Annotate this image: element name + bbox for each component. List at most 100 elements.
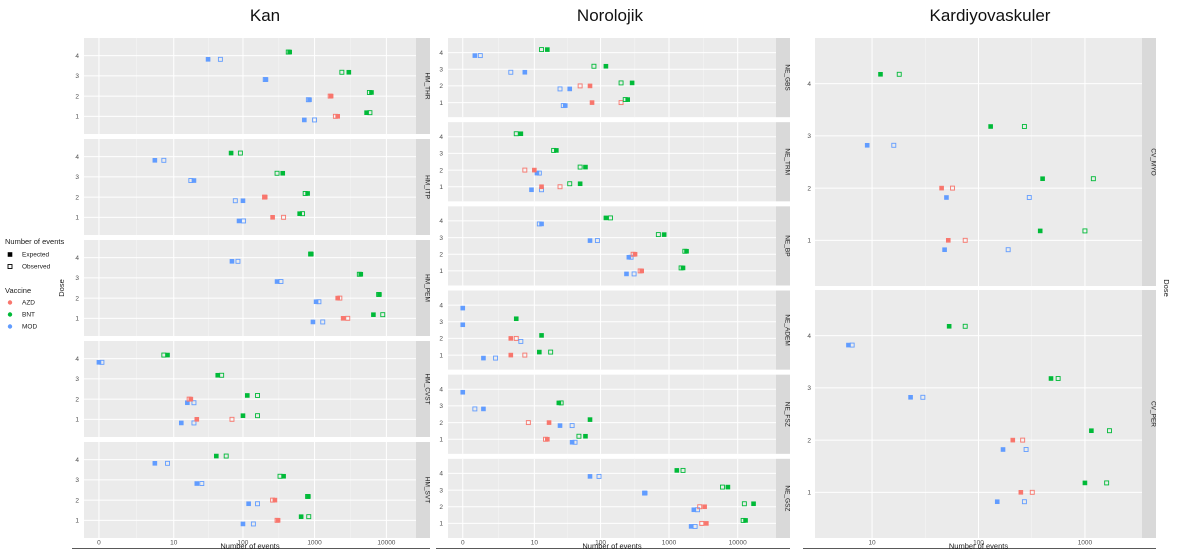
data-point-azd-expected [546, 420, 552, 425]
y-tick-label: 4 [439, 471, 443, 478]
data-point-azd-observed [618, 100, 624, 106]
data-point-bnt-observed [308, 251, 314, 257]
data-point-mod-observed [241, 218, 247, 224]
y-tick-label: 2 [807, 437, 811, 444]
data-point-mod-expected [152, 158, 158, 163]
data-point-bnt-expected [603, 63, 609, 69]
facet-strip-label: NE_ADEM [783, 314, 790, 345]
y-tick-label: 2 [439, 420, 443, 427]
data-point-bnt-observed [576, 433, 582, 439]
facet-strip [416, 341, 430, 437]
y-tick-label: 1 [439, 352, 443, 359]
facet-strip-label: HM_CVST [423, 373, 430, 404]
panel-ne_bp: NE_BP 1 2 3 4 [439, 206, 790, 286]
data-point-azd-expected [539, 184, 544, 190]
data-point-bnt-observed [682, 248, 688, 254]
data-point-azd-observed [543, 436, 548, 442]
data-point-bnt-expected [583, 164, 588, 170]
facet-strip-label: HM_ITP [423, 175, 430, 199]
data-point-mod-expected [942, 247, 947, 253]
data-point-mod-expected [302, 117, 307, 123]
data-point-mod-expected [236, 218, 242, 224]
data-point-bnt-expected [518, 131, 524, 137]
y-tick-label: 2 [75, 295, 79, 302]
data-point-azd-observed [337, 295, 343, 301]
data-point-mod-observed [191, 420, 197, 426]
panel-ne_gbs: NE_GBS 1 2 3 4 [439, 38, 790, 118]
data-point-azd-observed [270, 497, 276, 503]
data-point-mod-observed [1005, 247, 1011, 253]
panel-ne_trm: NE_TRM 1 2 3 4 [439, 122, 790, 202]
data-point-mod-observed [536, 221, 542, 227]
data-point-bnt-observed [376, 292, 382, 297]
y-tick-label: 3 [807, 133, 811, 140]
facet-strip [776, 122, 790, 202]
data-point-azd-expected [587, 83, 593, 89]
data-point-mod-expected [313, 299, 319, 305]
x-tick-label: 0 [461, 540, 465, 547]
data-point-bnt-observed [1107, 428, 1112, 434]
data-point-azd-expected [704, 521, 709, 526]
data-point-azd-expected [1018, 490, 1024, 495]
data-point-mod-expected [864, 142, 870, 148]
y-tick-label: 2 [439, 252, 443, 259]
panel-hm_itp: HM_ITP 1 2 3 4 [75, 139, 430, 235]
panel-cv_per: CV_PER 1 2 3 4 [807, 290, 1156, 538]
data-point-mod-expected [529, 187, 534, 193]
data-point-mod-observed [165, 460, 170, 466]
y-tick-label: 2 [439, 336, 443, 343]
data-point-mod-expected [191, 178, 197, 183]
data-point-bnt-observed [962, 323, 968, 329]
y-tick-label: 3 [439, 319, 443, 326]
data-point-mod-observed [596, 473, 602, 479]
data-point-bnt-observed [219, 372, 225, 378]
y-tick-label: 1 [75, 417, 79, 424]
data-point-bnt-observed [1021, 124, 1027, 129]
data-point-mod-observed [508, 69, 514, 75]
facet-strip-label: HM_SVT [423, 477, 430, 503]
legend-label-expected: Expected [22, 252, 49, 259]
legend-label-observed: Observed [22, 264, 51, 271]
x-axis-title: Number of events [220, 542, 279, 549]
y-tick-label: 2 [439, 83, 443, 90]
data-point-mod-expected [179, 420, 184, 426]
data-point-mod-expected [994, 499, 1000, 505]
data-point-mod-observed [320, 319, 326, 325]
data-point-mod-observed [891, 142, 897, 148]
data-point-mod-expected [152, 461, 158, 466]
y-tick-label: 3 [807, 385, 811, 392]
data-point-bnt-observed [622, 97, 628, 103]
data-point-mod-expected [587, 238, 593, 243]
y-tick-label: 3 [75, 174, 79, 181]
data-point-bnt-observed [720, 484, 725, 490]
data-point-bnt-expected [946, 323, 952, 329]
data-point-mod-observed [692, 523, 698, 529]
data-point-bnt-expected [364, 110, 369, 115]
facet-strip [776, 458, 790, 538]
panel-background [448, 206, 776, 286]
data-point-mod-observed [642, 490, 647, 496]
data-point-azd-observed [327, 93, 333, 99]
y-tick-label: 2 [439, 167, 443, 174]
x-tick-label: 10000 [729, 540, 747, 547]
data-point-mod-observed [920, 394, 926, 400]
data-point-azd-observed [699, 520, 705, 526]
data-point-mod-observed [631, 271, 637, 277]
y-axis-title: Dose [1162, 279, 1171, 297]
facet-strip [776, 38, 790, 118]
data-point-mod-expected [557, 423, 563, 428]
data-point-bnt-expected [1089, 428, 1094, 434]
column-title-norolojik: Norolojik [576, 6, 644, 25]
y-tick-label: 3 [439, 235, 443, 242]
legend-key-bnt [7, 312, 13, 317]
data-point-azd-observed [950, 185, 955, 191]
data-point-mod-expected [522, 69, 528, 75]
data-point-azd-observed [962, 237, 968, 243]
facet-column-norolojik: NE_GBS 1 2 3 4 NE_TRM 1 2 3 4 NE_BP 1 2 3 4 NE_ADEM 1 2 3 4… [436, 38, 790, 549]
data-point-bnt-expected [1037, 228, 1043, 234]
data-point-bnt-expected [537, 349, 542, 355]
data-point-mod-expected [240, 521, 246, 527]
facet-column-kan: HM_THR 1 2 3 4 HM_ITP 1 2 3 4 HM_PEM 1 2 3 4 HM_CVST 1 2 3… [57, 38, 430, 549]
panel-background [448, 122, 776, 202]
data-point-bnt-observed [305, 494, 311, 499]
